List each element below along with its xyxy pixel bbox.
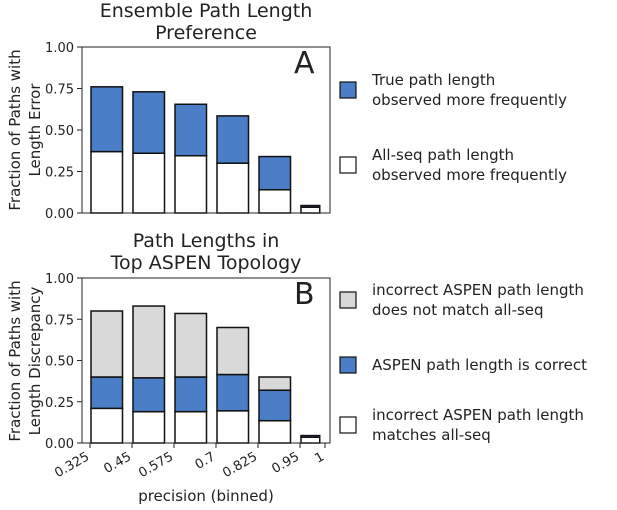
bar-segment — [258, 376, 292, 391]
bar-segment — [90, 376, 124, 410]
bar-segment — [258, 389, 292, 422]
y-tick-label: 0.00 — [45, 207, 74, 222]
chart-title: Path Lengths in Top ASPEN Topology — [110, 230, 302, 274]
bar-segment — [300, 206, 321, 214]
y-tick-label: 0.50 — [45, 355, 74, 370]
plot-frame — [81, 46, 331, 214]
bar-segment — [132, 305, 166, 379]
bar-segment — [174, 410, 208, 444]
y-tick-label: 0.00 — [45, 437, 74, 452]
bar-segment — [174, 312, 208, 378]
bar-segment — [132, 377, 166, 413]
legend-label: incorrect ASPEN path length does not mat… — [372, 281, 584, 319]
x-tick-label: 0.45 — [101, 449, 134, 476]
legend-swatch — [339, 291, 357, 309]
bar-segment — [90, 310, 124, 378]
legend-swatch — [339, 356, 357, 374]
y-tick-label: 0.25 — [45, 166, 74, 181]
legend-label: All-seq path length observed more freque… — [372, 146, 567, 184]
bar-segment — [258, 419, 292, 444]
bar-segment — [174, 376, 208, 413]
bar-segment — [90, 407, 124, 444]
bar-segment — [132, 152, 166, 214]
bar-segment — [216, 373, 250, 412]
bar-segment — [216, 326, 250, 376]
y-tick-label: 0.25 — [45, 396, 74, 411]
legend-swatch — [339, 81, 357, 99]
chart-title: Ensemble Path Length Preference — [99, 0, 313, 44]
x-axis-label: precision (binned) — [138, 487, 274, 505]
y-axis-label: Fraction of Paths with Length Error — [6, 49, 44, 211]
bar-segment — [300, 204, 321, 208]
plot-frame — [81, 277, 331, 444]
bar-segment — [90, 150, 124, 214]
bar-segment — [258, 155, 292, 191]
x-tick-label: 0.7 — [193, 449, 218, 472]
bar-segment — [300, 436, 321, 444]
y-tick-label: 0.75 — [45, 83, 74, 98]
bar-segment — [174, 154, 208, 214]
x-tick-label: 0.95 — [269, 449, 302, 476]
y-tick-label: 1.00 — [45, 272, 74, 287]
x-tick-label: 0.325 — [52, 449, 92, 481]
bar-segment — [258, 189, 292, 214]
legend-swatch — [339, 416, 357, 434]
bar-segment — [174, 103, 208, 157]
x-tick-label: 1 — [312, 449, 327, 466]
bar-segment — [216, 162, 250, 214]
y-axis-label: Fraction of Paths with Length Discrepanc… — [6, 279, 44, 442]
x-tick-label: 0.825 — [220, 449, 260, 481]
bar-segment — [216, 410, 250, 444]
bar-segment — [300, 434, 321, 438]
x-tick-label: 0.575 — [136, 449, 176, 481]
bar-segment — [132, 410, 166, 444]
y-tick-label: 1.00 — [45, 41, 74, 56]
legend-label: True path length observed more frequentl… — [372, 71, 567, 109]
panel-label: A — [294, 46, 315, 81]
y-tick-label: 0.75 — [45, 313, 74, 328]
panel-label: B — [294, 277, 315, 312]
legend-label: incorrect ASPEN path length matches all-… — [372, 406, 584, 444]
bar-segment — [216, 115, 250, 164]
bar-segment — [132, 91, 166, 154]
legend-label: ASPEN path length is correct — [372, 356, 588, 374]
legend-swatch — [339, 156, 357, 174]
y-tick-label: 0.50 — [45, 124, 74, 139]
bar-segment — [90, 86, 124, 153]
